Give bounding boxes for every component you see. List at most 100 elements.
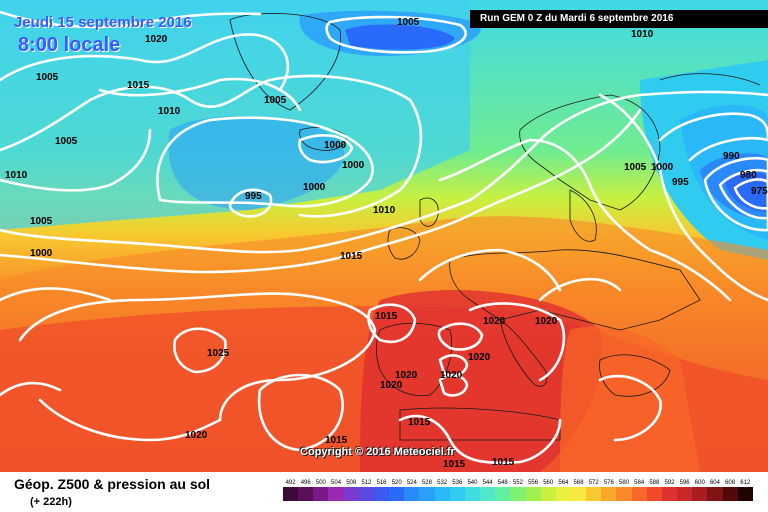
scale-color-swatch [313, 487, 329, 501]
scale-value-label: 500 [315, 480, 326, 486]
scale-value-label: 572 [588, 480, 599, 486]
scale-color-swatch [343, 487, 359, 501]
scale-color-swatch [601, 487, 617, 501]
scale-value-label: 604 [709, 480, 720, 486]
pressure-label: 1015 [443, 459, 466, 470]
scale-color-swatch [298, 487, 314, 501]
pressure-label: 1020 [380, 380, 403, 391]
scale-value-label: 544 [482, 480, 493, 486]
weather-map: 1005 1020 1015 1010 1005 1005 1000 1000 … [0, 0, 768, 472]
pressure-label: 1015 [492, 457, 515, 468]
scale-color-swatch [283, 487, 299, 501]
scale-color-swatch [480, 487, 496, 501]
scale-value-label: 608 [725, 480, 736, 486]
scale-color-swatch [449, 487, 465, 501]
scale-value-label: 592 [664, 480, 675, 486]
scale-value-label: 508 [346, 480, 357, 486]
scale-value-label: 588 [649, 480, 660, 486]
pressure-label: 1020 [483, 316, 506, 327]
pressure-label: 990 [723, 151, 740, 162]
scale-color-swatch [419, 487, 435, 501]
forecast-time: 8:00 locale [18, 34, 121, 56]
forecast-date: Jeudi 15 septembre 2016 [14, 14, 192, 31]
legend-subtitle: (+ 222h) [30, 496, 72, 508]
pressure-label: 1000 [651, 162, 674, 173]
scale-value-label: 536 [452, 480, 463, 486]
scale-value-label: 568 [573, 480, 584, 486]
pressure-label: 975 [751, 186, 768, 197]
pressure-label: 1010 [5, 170, 28, 181]
pressure-label: 1015 [340, 251, 363, 262]
scale-value-label: 552 [512, 480, 523, 486]
scale-color-swatch [677, 487, 693, 501]
pressure-label: 1025 [207, 348, 230, 359]
pressure-label: 1010 [373, 205, 396, 216]
scale-color-swatch [373, 487, 390, 501]
scale-color-swatch [722, 487, 738, 501]
scale-color-swatch [540, 487, 556, 501]
scale-color-swatch [434, 487, 450, 501]
pressure-label: 1020 [468, 352, 491, 363]
scale-color-swatch [646, 487, 662, 501]
pressure-label: 1020 [145, 34, 168, 45]
scale-color-swatch [525, 487, 541, 501]
scale-value-label: 516 [376, 480, 387, 486]
legend-title: Géop. Z500 & pression au sol [14, 476, 211, 492]
scale-value-label: 504 [331, 480, 342, 486]
color-scale: 492 496 500 504 508 512 516 520 524 528 532 536 540 5… [283, 480, 753, 504]
pressure-label: 1020 [440, 370, 463, 381]
z500-shading [0, 0, 768, 472]
scale-value-label: 556 [528, 480, 539, 486]
pressure-label: 1015 [325, 435, 348, 446]
scale-color-swatch [586, 487, 602, 501]
color-scale-labels: 492 496 500 504 508 512 516 520 524 528 532 536 540 5… [283, 480, 753, 486]
pressure-label: 995 [672, 177, 689, 188]
pressure-label: 1000 [324, 140, 347, 151]
pressure-label: 1005 [264, 95, 287, 106]
scale-value-label: 580 [619, 480, 630, 486]
pressure-label-group: 1005 1020 1015 1010 1005 1005 1000 1000 … [5, 17, 768, 470]
scale-value-label: 560 [543, 480, 554, 486]
pressure-label: 1005 [36, 72, 59, 83]
scale-value-label: 596 [679, 480, 690, 486]
scale-value-label: 564 [558, 480, 569, 486]
scale-color-swatch [616, 487, 632, 501]
pressure-label: 1005 [624, 162, 647, 173]
scale-value-label: 540 [467, 480, 478, 486]
scale-color-swatch [358, 487, 374, 501]
model-run-info: Run GEM 0 Z du Mardi 6 septembre 2016 [470, 10, 768, 28]
scale-value-label: 496 [300, 480, 311, 486]
scale-value-label: 524 [406, 480, 417, 486]
scale-color-swatch [692, 487, 708, 501]
scale-value-label: 584 [634, 480, 645, 486]
pressure-label: 980 [740, 170, 757, 181]
scale-value-label: 532 [437, 480, 448, 486]
pressure-label: 995 [245, 191, 262, 202]
pressure-label: 1015 [375, 311, 398, 322]
scale-value-label: 612 [740, 480, 751, 486]
scale-value-label: 512 [361, 480, 372, 486]
pressure-label: 1000 [30, 248, 53, 259]
scale-color-swatch [510, 487, 526, 501]
scale-color-swatch [464, 487, 481, 501]
pressure-label: 1005 [397, 17, 420, 28]
pressure-label: 1010 [158, 106, 181, 117]
scale-value-label: 548 [497, 480, 508, 486]
scale-value-label: 520 [391, 480, 402, 486]
scale-color-swatch [495, 487, 511, 501]
pressure-label: 1005 [55, 136, 78, 147]
legend-panel: Géop. Z500 & pression au sol (+ 222h) 49… [0, 472, 768, 512]
pressure-label: 1000 [303, 182, 326, 193]
pressure-label: 1005 [30, 216, 53, 227]
scale-color-swatch [570, 487, 587, 501]
pressure-label: 1020 [535, 316, 558, 327]
pressure-label: 1015 [408, 417, 431, 428]
pressure-label: 1015 [127, 80, 150, 91]
scale-value-label: 576 [603, 480, 614, 486]
scale-color-swatch [328, 487, 344, 501]
pressure-label: 1010 [631, 29, 654, 40]
pressure-label: 1020 [185, 430, 208, 441]
scale-color-swatch [389, 487, 405, 501]
scale-value-label: 600 [694, 480, 705, 486]
scale-value-label: 528 [421, 480, 432, 486]
